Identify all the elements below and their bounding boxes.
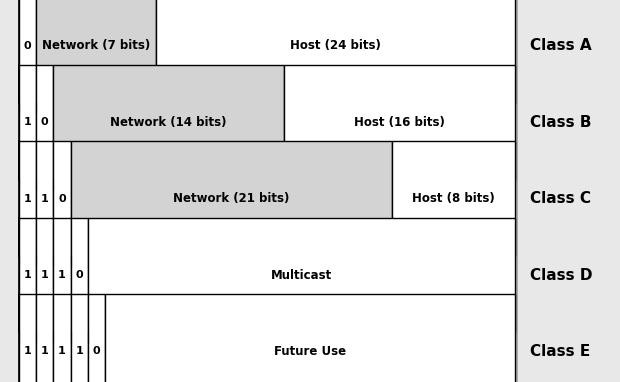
Bar [22,72,518,186]
Text: Class D: Class D [530,267,593,283]
Bar [53,294,71,382]
Bar [19,0,36,103]
Text: 1: 1 [24,194,31,204]
Text: 0: 0 [58,194,66,204]
Bar [53,65,284,180]
Bar [284,65,515,180]
Text: Class E: Class E [530,344,590,359]
Bar [156,0,515,103]
Bar [19,294,515,382]
Bar [19,65,36,180]
Bar [71,218,88,332]
Bar [19,294,36,382]
Bar [36,65,53,180]
Text: Class A: Class A [530,38,591,53]
Bar [88,218,515,332]
Text: 1: 1 [24,117,31,127]
Bar [19,141,515,256]
Bar [19,141,36,256]
Bar [36,0,156,103]
Text: 1: 1 [41,270,48,280]
Text: 1: 1 [24,270,31,280]
Text: 0: 0 [76,270,83,280]
Text: Network (21 bits): Network (21 bits) [173,192,290,205]
Text: 0: 0 [24,41,31,51]
Bar [71,141,392,256]
Text: 1: 1 [41,194,48,204]
Text: 0: 0 [41,117,48,127]
Text: 1: 1 [58,270,66,280]
Bar [22,148,518,263]
Text: Host (8 bits): Host (8 bits) [412,192,495,205]
Bar [392,141,515,256]
Text: Future Use: Future Use [274,345,346,358]
Bar [53,218,71,332]
Text: 1: 1 [24,346,31,356]
Bar [19,218,36,332]
Bar [22,301,518,382]
Bar [19,0,515,103]
Text: 1: 1 [58,346,66,356]
Text: 1: 1 [76,346,83,356]
Bar [22,0,518,110]
Bar [36,218,53,332]
Text: 1: 1 [41,346,48,356]
Text: Network (7 bits): Network (7 bits) [42,39,150,52]
Bar [105,294,515,382]
Bar [22,225,518,339]
Text: Host (24 bits): Host (24 bits) [290,39,381,52]
Bar [71,294,88,382]
Text: Multicast: Multicast [271,269,332,282]
Bar [88,294,105,382]
Text: 0: 0 [93,346,100,356]
Bar [36,141,53,256]
Text: Class B: Class B [530,115,591,130]
Bar [19,65,515,180]
Bar [36,294,53,382]
Bar [53,141,71,256]
Text: Host (16 bits): Host (16 bits) [354,116,445,129]
Text: Network (14 bits): Network (14 bits) [110,116,227,129]
Text: Class C: Class C [530,191,591,206]
Bar [19,218,515,332]
